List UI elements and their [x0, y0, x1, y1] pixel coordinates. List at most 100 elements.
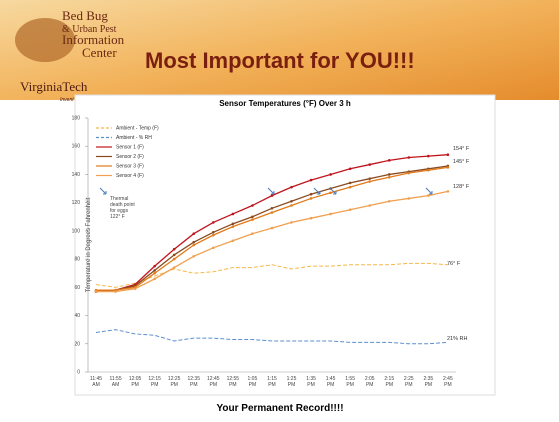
point	[310, 217, 313, 220]
annotation: 128° F	[453, 184, 470, 190]
x-tick-label: 1:25 PM	[283, 376, 301, 388]
x-tick-label: 12:35 PM	[185, 376, 203, 388]
point	[232, 223, 235, 226]
x-tick-label: 2:15 PM	[380, 376, 398, 388]
point	[388, 173, 391, 176]
y-tick-label: 180	[72, 116, 81, 122]
point	[212, 231, 215, 234]
point	[329, 173, 332, 176]
annotation: 145° F	[453, 159, 470, 165]
legend-label: Ambient - Temp (F)	[116, 126, 159, 132]
point	[349, 182, 352, 185]
x-tick-label: 1:05 PM	[243, 376, 261, 388]
point	[251, 215, 254, 218]
x-tick-label: 12:25 PM	[165, 376, 183, 388]
point	[349, 168, 352, 171]
point	[290, 186, 293, 189]
point	[310, 193, 313, 196]
legend-label: Sensor 3 (F)	[116, 164, 144, 170]
point	[368, 180, 371, 183]
point	[368, 204, 371, 207]
x-tick-label: 12:55 PM	[224, 376, 242, 388]
x-tick-label: 1:45 PM	[322, 376, 340, 388]
y-tick-label: 20	[74, 341, 80, 347]
point	[95, 290, 98, 293]
annotation: 21% RH	[447, 336, 468, 342]
point	[232, 213, 235, 216]
x-tick-label: 1:35 PM	[302, 376, 320, 388]
slide-title: Most Important for YOU!!!	[145, 48, 415, 73]
y-tick-label: 80	[74, 257, 80, 263]
point	[251, 218, 254, 221]
point	[192, 244, 195, 247]
x-tick-label: 1:15 PM	[263, 376, 281, 388]
point	[173, 266, 176, 269]
point	[153, 265, 156, 268]
point	[232, 239, 235, 242]
point	[290, 200, 293, 203]
x-tick-label: 11:55 AM	[107, 376, 125, 388]
point	[114, 290, 117, 293]
point	[408, 197, 411, 200]
point	[427, 155, 430, 158]
point	[447, 166, 450, 169]
point	[447, 153, 450, 156]
footer: Your Permanent Record!!!!	[216, 403, 343, 414]
y-tick-label: 100	[72, 228, 81, 234]
point	[192, 241, 195, 244]
point	[447, 190, 450, 193]
y-axis-label: Temperature in Degrees Fahrenheit	[86, 197, 92, 292]
x-tick-label: 2:25 PM	[400, 376, 418, 388]
point	[271, 227, 274, 230]
legend-label: Sensor 1 (F)	[116, 145, 144, 151]
university: VirginiaTech	[20, 79, 88, 94]
point	[290, 204, 293, 207]
y-tick-label: 40	[74, 313, 80, 319]
point	[212, 247, 215, 250]
point	[408, 172, 411, 175]
point	[271, 211, 274, 214]
annotation: 154° F	[453, 146, 470, 152]
point	[388, 200, 391, 203]
legend-label: Sensor 4 (F)	[116, 173, 144, 179]
annotation: Thermal death point for eggs 122° F	[110, 196, 138, 220]
point	[271, 194, 274, 197]
point	[427, 194, 430, 197]
chart-title: Sensor Temperatures (°F) Over 3 h	[219, 99, 351, 108]
point	[329, 191, 332, 194]
point	[153, 272, 156, 275]
point	[368, 177, 371, 180]
point	[173, 258, 176, 261]
x-tick-label: 12:15 PM	[146, 376, 164, 388]
point	[290, 221, 293, 224]
point	[329, 213, 332, 216]
point	[251, 204, 254, 207]
legend-label: Ambient - % RH	[116, 135, 152, 141]
point	[388, 159, 391, 162]
x-tick-label: 11:45 AM	[87, 376, 105, 388]
point	[251, 232, 254, 235]
legend-label: Sensor 2 (F)	[116, 154, 144, 160]
point	[310, 197, 313, 200]
y-tick-label: 140	[72, 172, 81, 178]
point	[310, 179, 313, 182]
y-tick-label: 60	[74, 285, 80, 291]
point	[192, 255, 195, 258]
x-tick-label: 1:55 PM	[341, 376, 359, 388]
point	[173, 254, 176, 257]
point	[212, 221, 215, 224]
x-tick-label: 12:45 PM	[204, 376, 222, 388]
point	[349, 186, 352, 189]
point	[349, 208, 352, 211]
point	[232, 225, 235, 228]
point	[134, 287, 137, 290]
point	[192, 232, 195, 235]
point	[153, 278, 156, 281]
x-tick-label: 2:35 PM	[419, 376, 437, 388]
slide: Bed Bug & Urban Pest Information Center …	[0, 0, 559, 422]
point	[408, 156, 411, 159]
x-tick-label: 2:45 PM	[439, 376, 457, 388]
chart: Bed Bug & Urban Pest Information Center …	[0, 0, 559, 422]
point	[427, 169, 430, 172]
y-tick-label: 120	[72, 200, 81, 206]
